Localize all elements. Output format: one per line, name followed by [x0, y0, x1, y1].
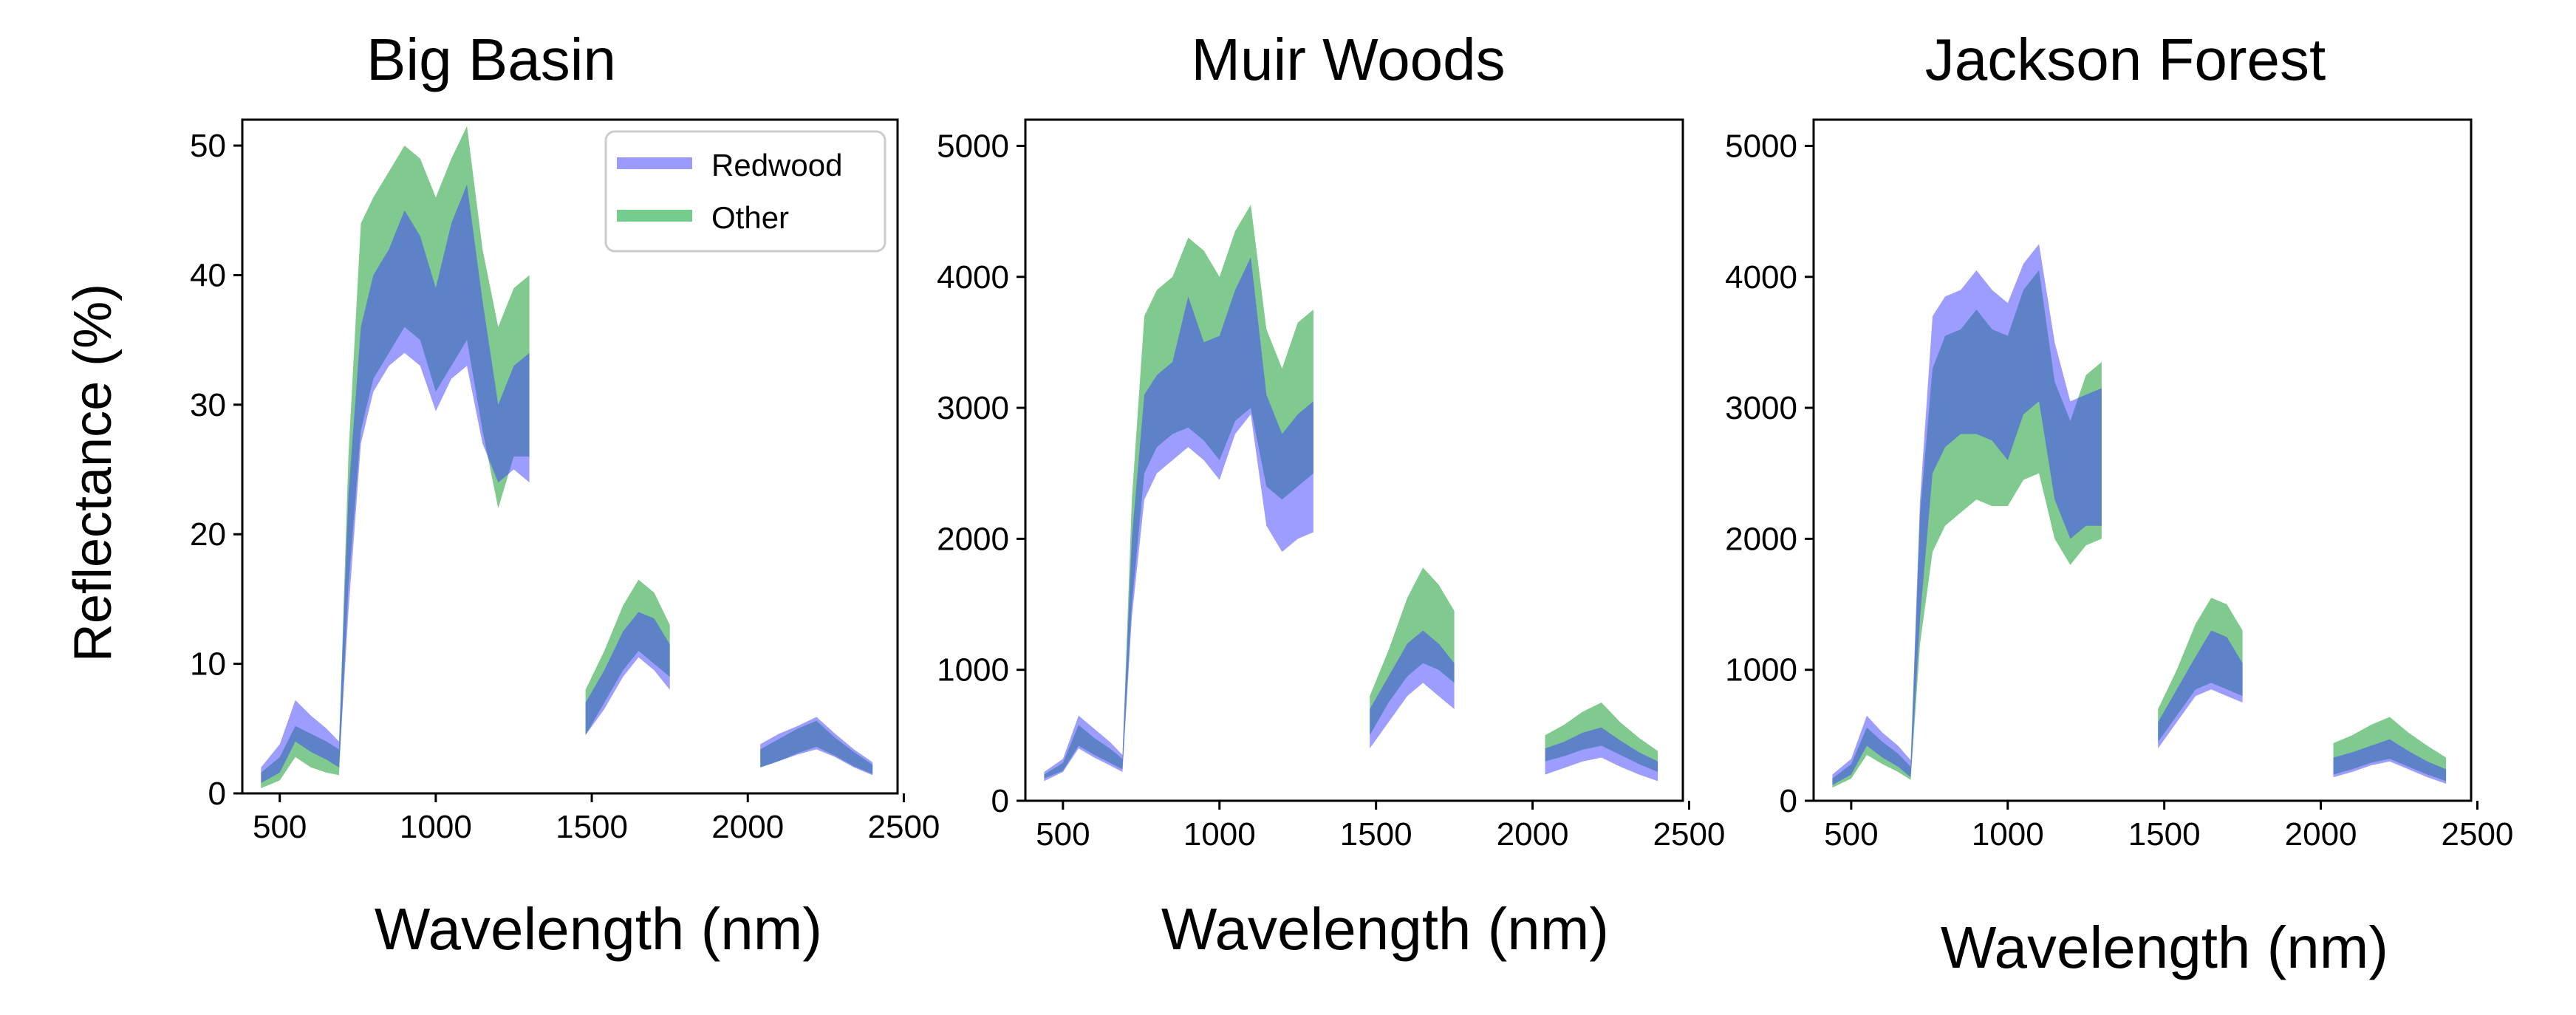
legend-swatch-other [617, 210, 692, 222]
panel-title: Jackson Forest [1925, 27, 2326, 92]
panel-big-basin: Big Basin 500 1000 1500 2000 2500 0 10 20 30 40 5… [190, 27, 940, 962]
x-axis-ticks: 500 1000 1500 2000 2500 [253, 793, 940, 845]
y-tick-label: 1000 [1725, 652, 1797, 688]
y-axis-ticks: 0 10 20 30 40 50 [190, 128, 242, 812]
panel-title: Muir Woods [1191, 27, 1505, 92]
panel-muir-woods: Muir Woods 500 1000 1500 2000 2500 0 1000 2000… [937, 27, 1725, 962]
axes-frame [1024, 118, 1684, 802]
y-tick-label: 0 [1780, 783, 1797, 819]
band-redwood-seg2 [760, 717, 873, 776]
y-tick-label: 5000 [937, 128, 1009, 164]
x-tick-label: 1000 [1183, 816, 1256, 852]
y-tick-label: 0 [208, 776, 226, 812]
band-redwood-seg0 [261, 184, 530, 783]
legend: Redwood Other [604, 130, 886, 253]
plot-area [1044, 205, 1658, 782]
y-tick-label: 3000 [937, 390, 1009, 426]
band-redwood-seg1 [585, 612, 670, 736]
y-tick-label: 3000 [1725, 390, 1797, 426]
y-tick-label: 0 [991, 783, 1009, 819]
legend-swatch-redwood [617, 157, 692, 169]
y-tick-label: 4000 [1725, 259, 1797, 295]
x-axis-ticks: 500 1000 1500 2000 2500 [1036, 801, 1725, 852]
band-redwood-seg1 [2158, 630, 2243, 749]
x-tick-label: 500 [1824, 816, 1878, 852]
x-axis-label: Wavelength (nm) [1941, 915, 2388, 980]
plot-area [261, 126, 873, 789]
y-tick-label: 2000 [937, 521, 1009, 557]
axes-frame [1812, 118, 2473, 802]
axes-frame [241, 118, 899, 795]
x-tick-label: 2500 [2442, 816, 2514, 852]
y-axis-label: Reflectance (%) [64, 284, 123, 662]
band-redwood-seg1 [1370, 630, 1455, 749]
x-axis-ticks: 500 1000 1500 2000 2500 [1824, 801, 2513, 852]
legend-label-other: Other [711, 200, 789, 235]
x-tick-label: 2000 [711, 809, 784, 845]
y-tick-label: 10 [190, 646, 226, 683]
y-tick-label: 50 [190, 128, 226, 164]
y-tick-label: 5000 [1725, 128, 1797, 164]
panel-title: Big Basin [366, 27, 616, 92]
x-tick-label: 1500 [2128, 816, 2201, 852]
band-redwood-seg0 [1832, 244, 2102, 785]
y-tick-label: 2000 [1725, 521, 1797, 557]
y-tick-label: 1000 [937, 652, 1009, 688]
plot-area [1832, 244, 2447, 788]
y-tick-label: 20 [190, 516, 226, 553]
y-tick-label: 40 [190, 257, 226, 293]
band-redwood-seg0 [1044, 257, 1313, 782]
y-tick-label: 30 [190, 387, 226, 423]
legend-label-redwood: Redwood [711, 148, 842, 182]
y-axis-ticks: 0 1000 2000 3000 4000 5000 [1725, 128, 1814, 819]
x-axis-label: Wavelength (nm) [375, 896, 822, 962]
x-axis-label: Wavelength (nm) [1161, 896, 1609, 962]
x-tick-label: 1500 [556, 809, 628, 845]
band-redwood-seg2 [1545, 727, 1658, 782]
x-tick-label: 2500 [868, 809, 940, 845]
x-tick-label: 500 [1036, 816, 1090, 852]
x-tick-label: 1000 [400, 809, 472, 845]
x-tick-label: 500 [253, 809, 307, 845]
band-redwood-seg2 [2333, 739, 2447, 784]
x-tick-label: 2000 [2285, 816, 2357, 852]
y-tick-label: 4000 [937, 259, 1009, 295]
x-tick-label: 1000 [1972, 816, 2044, 852]
x-tick-label: 1500 [1340, 816, 1412, 852]
y-axis-ticks: 0 1000 2000 3000 4000 5000 [937, 128, 1025, 819]
panel-jackson-forest: Jackson Forest 500 1000 1500 2000 2500 0 1000… [1725, 27, 2513, 980]
x-tick-label: 2000 [1497, 816, 1569, 852]
x-tick-label: 2500 [1653, 816, 1726, 852]
